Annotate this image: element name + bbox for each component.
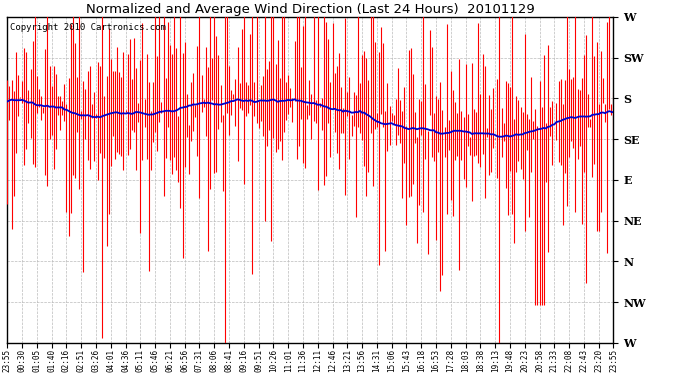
Title: Normalized and Average Wind Direction (Last 24 Hours)  20101129: Normalized and Average Wind Direction (L… bbox=[86, 3, 535, 16]
Text: Copyright 2010 Cartronics.com: Copyright 2010 Cartronics.com bbox=[10, 24, 166, 33]
